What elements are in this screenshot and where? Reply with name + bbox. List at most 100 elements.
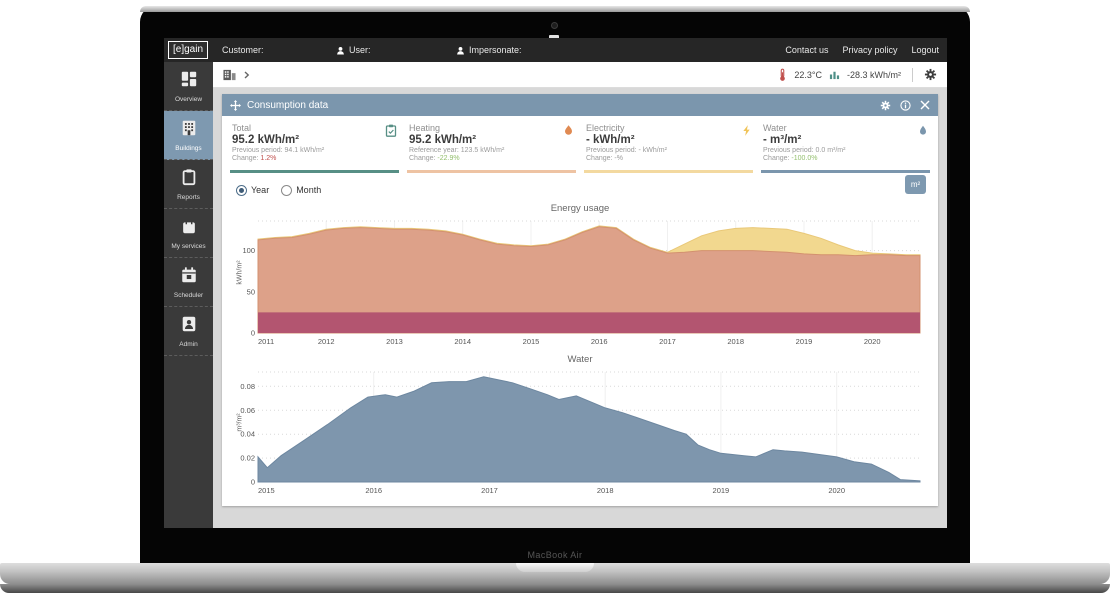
- breadcrumb-bar: 22.3°C -28.3 kWh/m²: [213, 62, 947, 88]
- stat-heating: Heating 95.2 kWh/m² Reference year: 123.…: [407, 121, 576, 173]
- svg-text:2018: 2018: [727, 337, 744, 346]
- laptop-chin: MacBook Air: [140, 528, 970, 563]
- sidebar-nav: Overview Buildings Reports My services: [164, 62, 213, 528]
- widget-settings-gear-icon[interactable]: [880, 100, 891, 111]
- temperature-value: 22.3°C: [794, 69, 822, 80]
- stat-total: Total 95.2 kWh/m² Previous period: 94.1 …: [230, 121, 399, 173]
- sidebar-item-reports[interactable]: Reports: [164, 160, 213, 209]
- radio-month[interactable]: Month: [281, 184, 321, 196]
- chevron-right-icon: [244, 70, 250, 79]
- energy-usage-chart: Energy usage kWh/m² 2011 2012 2013 2014 2015…: [222, 203, 938, 351]
- clipboard-icon: [180, 168, 198, 191]
- svg-text:2017: 2017: [659, 337, 676, 346]
- logout-link[interactable]: Logout: [911, 45, 939, 55]
- water-chart: Water m³/m² 2015 2016 2017 2018 2019 2020 0 0.0…: [222, 354, 938, 500]
- laptop-lid-edge: [140, 6, 970, 12]
- widget-header[interactable]: Consumption data: [222, 94, 938, 116]
- svg-text:0: 0: [251, 478, 255, 487]
- buildings-breadcrumb-icon[interactable]: [223, 69, 236, 81]
- svg-text:2017: 2017: [481, 486, 498, 495]
- svg-text:2020: 2020: [864, 337, 881, 346]
- svg-text:0.04: 0.04: [240, 430, 255, 439]
- user-label: User:: [336, 45, 371, 55]
- energy-usage-plot: 2011 2012 2013 2014 2015 2016 2017 2018 2019 2020…: [242, 220, 921, 346]
- svg-text:0.06: 0.06: [240, 406, 255, 415]
- flame-icon: [563, 124, 574, 142]
- model-label: MacBook Air: [527, 550, 583, 560]
- bar-chart-icon: [829, 69, 840, 80]
- impersonate-label: Impersonate:: [456, 45, 522, 55]
- radio-year[interactable]: Year: [236, 184, 269, 196]
- svg-text:0: 0: [251, 329, 255, 338]
- svg-text:2019: 2019: [796, 337, 813, 346]
- chart-title: Water: [567, 354, 593, 365]
- bag-icon: [180, 217, 198, 240]
- customer-label: Customer:: [222, 45, 264, 55]
- privacy-policy-link[interactable]: Privacy policy: [842, 45, 898, 55]
- stats-row: Total 95.2 kWh/m² Previous period: 94.1 …: [222, 116, 938, 173]
- lightning-icon: [742, 124, 751, 142]
- clipboard-check-icon: [385, 124, 397, 142]
- user-icon: [336, 46, 345, 55]
- svg-text:2019: 2019: [713, 486, 730, 495]
- content-area: 22.3°C -28.3 kWh/m²: [213, 62, 947, 528]
- dashboard-area: Consumption data: [213, 88, 947, 528]
- y-axis-label: kWh/m²: [236, 260, 244, 285]
- water-plot: 2015 2016 2017 2018 2019 2020 0 0.02 0.04 0.06 0.0…: [240, 371, 921, 495]
- svg-text:2015: 2015: [523, 337, 540, 346]
- laptop-base-shadow: [0, 584, 1110, 593]
- svg-text:2018: 2018: [597, 486, 614, 495]
- y-axis-label: m³/m²: [236, 413, 244, 432]
- sidebar-item-buildings[interactable]: Buildings: [164, 111, 213, 160]
- admin-icon: [180, 315, 198, 338]
- svg-text:100: 100: [242, 246, 255, 255]
- energy-delta-value: -28.3 kWh/m²: [846, 69, 901, 80]
- sidebar-item-scheduler[interactable]: Scheduler: [164, 258, 213, 307]
- move-icon[interactable]: [230, 99, 241, 111]
- sidebar-item-admin[interactable]: Admin: [164, 307, 213, 356]
- svg-text:2020: 2020: [828, 486, 845, 495]
- settings-gear-icon[interactable]: [924, 68, 937, 81]
- app-topbar: [e]gain Customer: User: Impersonate:: [164, 38, 947, 62]
- consumption-data-widget: Consumption data: [222, 94, 938, 506]
- divider: [912, 67, 913, 82]
- svg-text:0.02: 0.02: [240, 454, 255, 463]
- building-icon: [180, 119, 198, 142]
- svg-text:2016: 2016: [365, 486, 382, 495]
- change-value: -22.9%: [437, 155, 460, 162]
- widget-info-icon[interactable]: [900, 99, 911, 111]
- laptop-base: [0, 563, 1110, 584]
- app-screen: [e]gain Customer: User: Impersonate:: [164, 38, 947, 528]
- contact-us-link[interactable]: Contact us: [785, 45, 829, 55]
- laptop-lid: [e]gain Customer: User: Impersonate:: [140, 6, 970, 563]
- period-controls: Year Month m²: [222, 173, 938, 203]
- unit-m2-button[interactable]: m²: [905, 175, 926, 194]
- sidebar-item-my-services[interactable]: My services: [164, 209, 213, 258]
- laptop-base-notch: [516, 563, 594, 572]
- svg-text:2011: 2011: [258, 337, 274, 346]
- svg-text:50: 50: [247, 287, 255, 296]
- stat-water: Water - m³/m² Previous period: 0.0 m³/m²…: [761, 121, 930, 173]
- webcam-icon: [551, 22, 558, 29]
- svg-text:2016: 2016: [591, 337, 608, 346]
- svg-text:2014: 2014: [454, 337, 471, 346]
- svg-text:2012: 2012: [318, 337, 335, 346]
- droplet-icon: [918, 124, 928, 142]
- change-value: -%: [614, 155, 623, 162]
- grid-icon: [180, 70, 198, 93]
- svg-text:0.08: 0.08: [240, 382, 255, 391]
- change-value: -100.0%: [791, 155, 818, 162]
- stat-electricity: Electricity - kWh/m² Previous period: - …: [584, 121, 753, 173]
- widget-close-icon[interactable]: [920, 100, 930, 110]
- widget-title: Consumption data: [247, 99, 329, 111]
- calendar-icon: [180, 266, 198, 289]
- svg-text:2015: 2015: [258, 486, 275, 495]
- sidebar-item-overview[interactable]: Overview: [164, 62, 213, 111]
- change-value: 1.2%: [260, 155, 277, 162]
- thermometer-icon: [778, 68, 787, 82]
- user-icon: [456, 46, 465, 55]
- chart-title: Energy usage: [550, 203, 610, 214]
- svg-text:2013: 2013: [386, 337, 403, 346]
- egain-logo[interactable]: [e]gain: [168, 41, 209, 59]
